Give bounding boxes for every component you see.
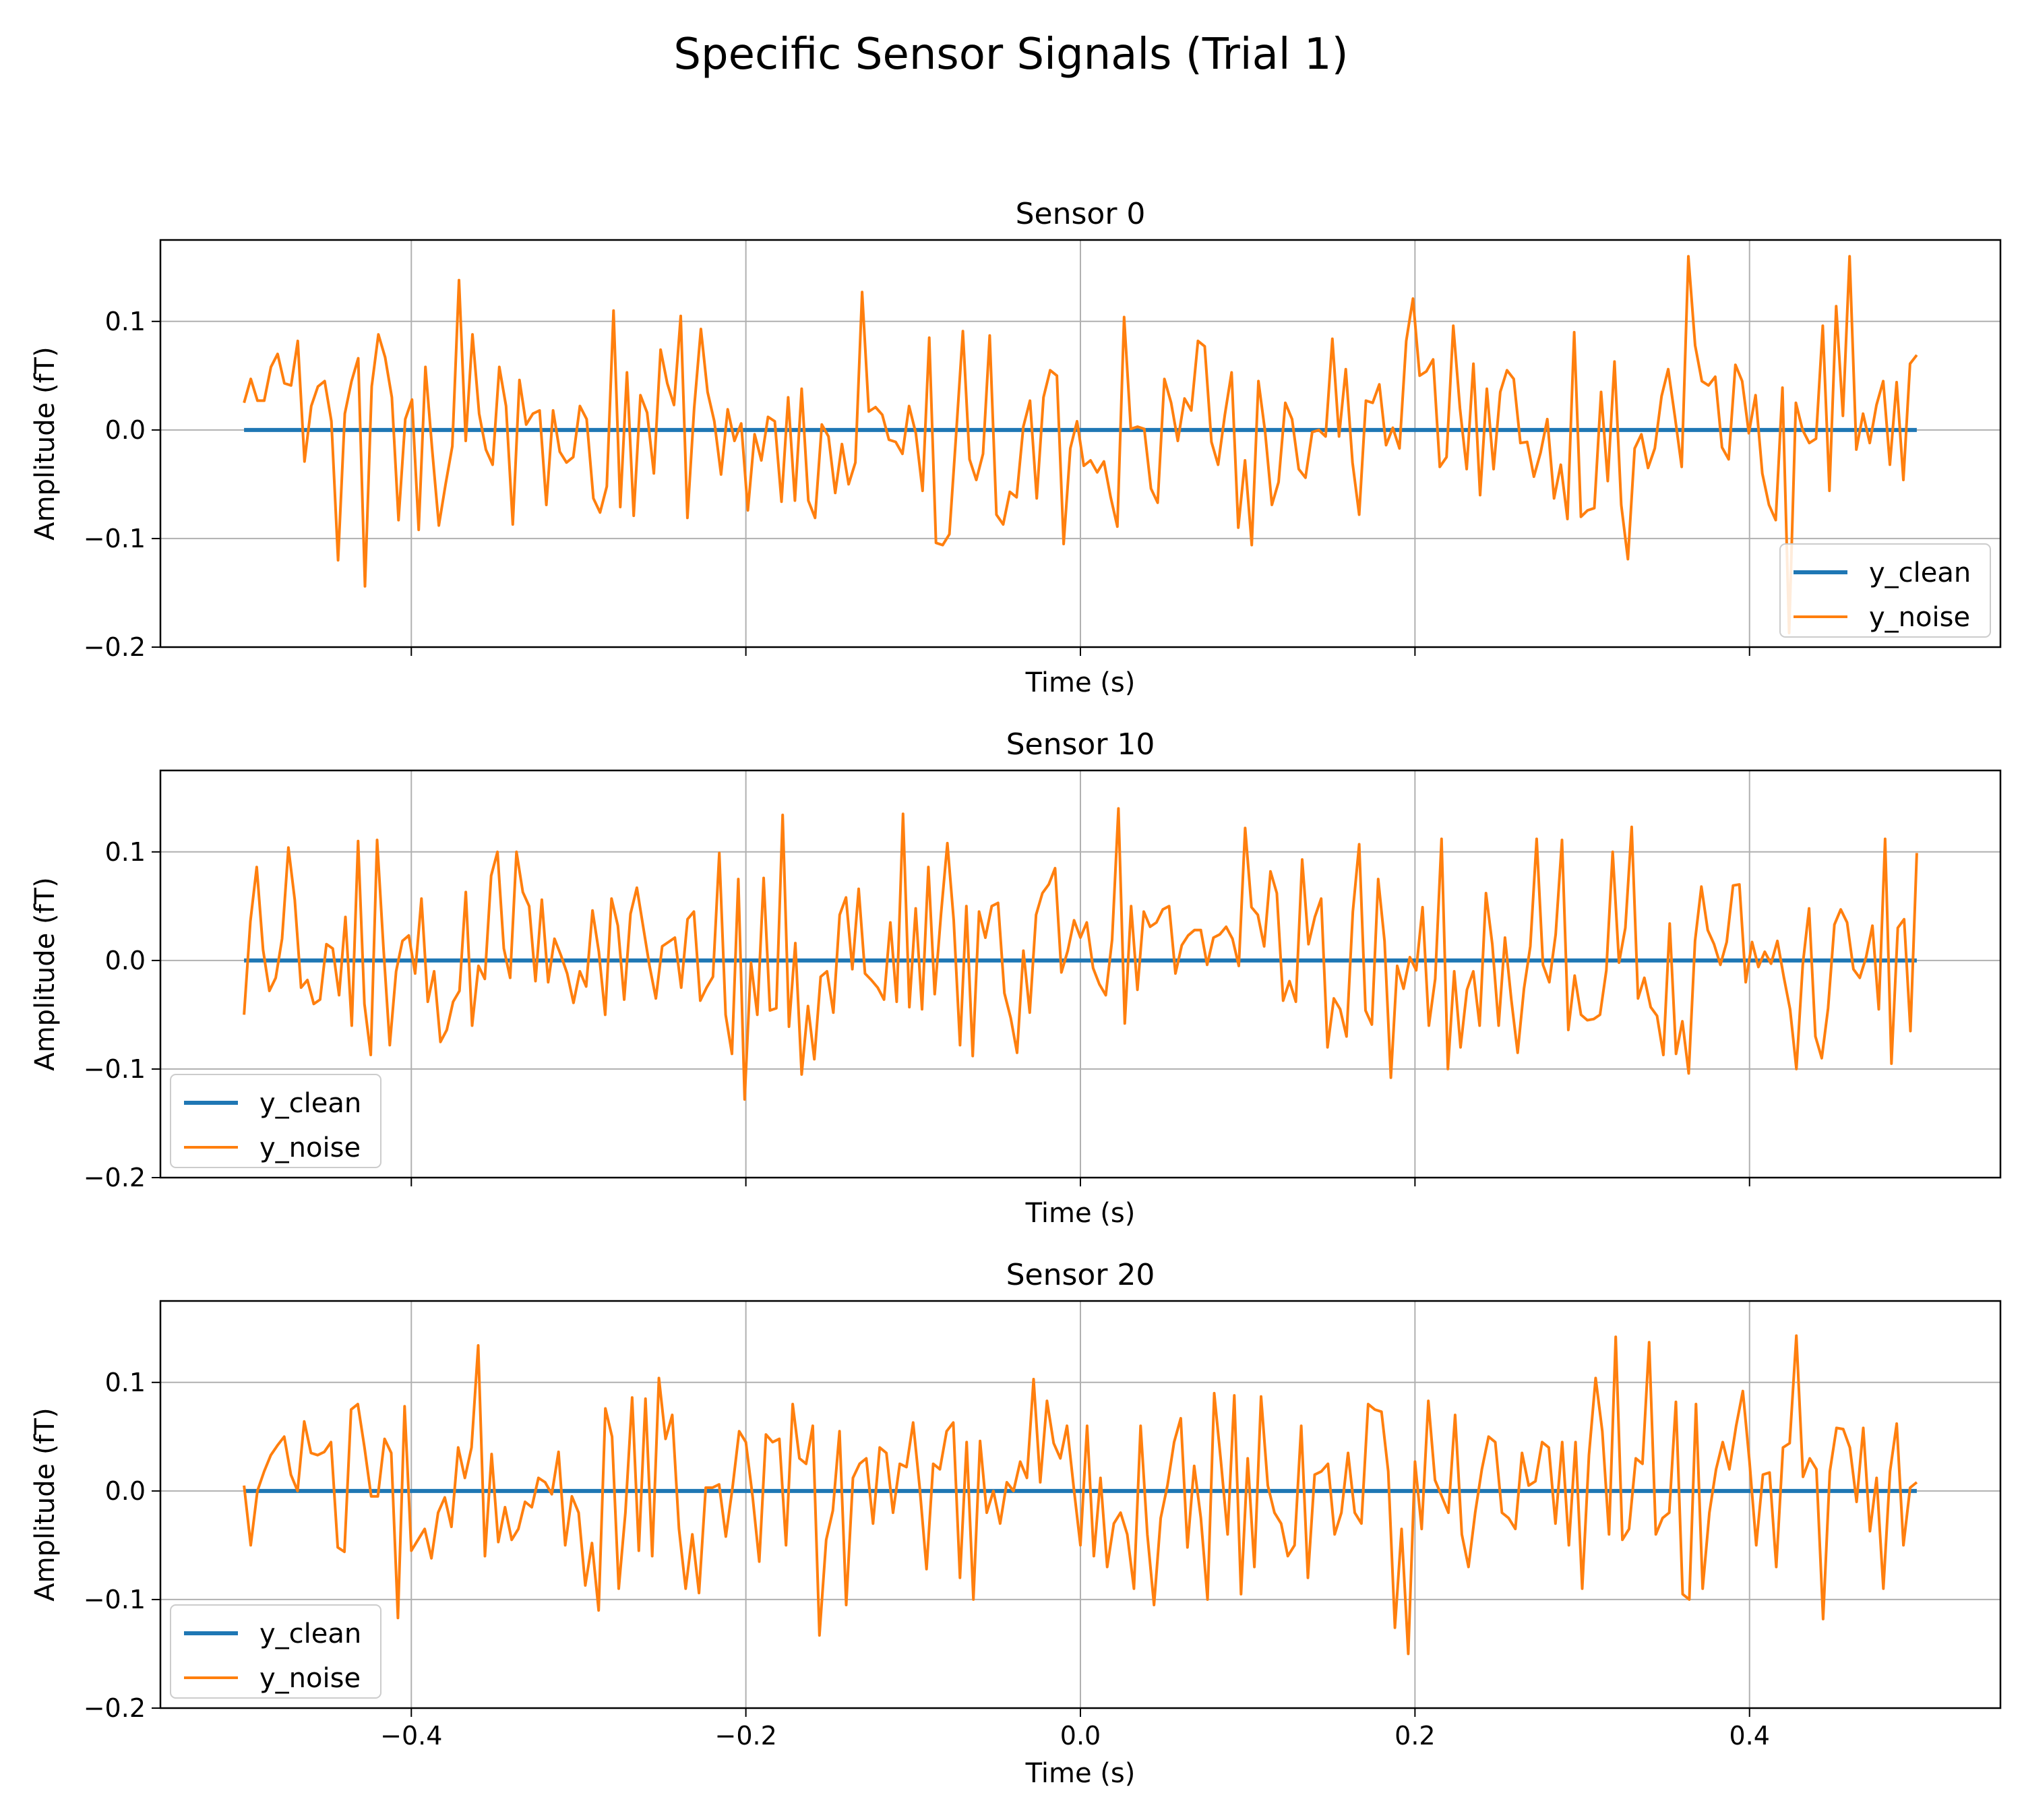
x-axis-label: Time (s) [1025,667,1136,698]
subplot-title: Sensor 20 [1006,1258,1155,1292]
y-tick-label: −0.1 [84,1054,146,1084]
series-line-y-noise [243,255,1918,635]
y-tick-label: −0.2 [84,632,146,662]
figure-suptitle: Specific Sensor Signals (Trial 1) [673,30,1348,80]
y-axis-label: Amplitude (fT) [30,877,61,1070]
legend: y_clean y_noise [1779,543,1991,638]
legend-label: y_clean [259,1618,361,1649]
x-tick-label: 0.4 [1729,1721,1770,1751]
x-axis-label: Time (s) [1025,1758,1136,1789]
y-tick-label: 0.1 [105,307,146,336]
legend-box [170,1604,381,1699]
series-line-y-noise [243,807,1918,1101]
subplot-title: Sensor 10 [1006,727,1155,762]
subplot-title: Sensor 0 [1016,197,1146,231]
legend-label: y_clean [1869,557,1971,588]
series-line-y-noise [243,1334,1918,1656]
subplot-1: Sensor 10 −0.2 −0.1 0.0 0.1 Time (s) Amplitude… [30,727,2002,1229]
subplot-0: Sensor 0 −0.2 −0.1 0.0 0.1 Time (s) Amplitude … [30,197,2002,698]
legend-label: y_noise [1869,602,1970,633]
legend-label: y_noise [259,1663,361,1694]
y-tick-label: −0.2 [84,1693,146,1723]
legend: y_clean y_noise [170,1074,381,1168]
y-tick-label: 0.0 [105,946,146,975]
legend-label: y_noise [259,1132,361,1163]
x-axis-label: Time (s) [1025,1198,1136,1229]
legend-label: y_clean [259,1088,361,1119]
legend-box [170,1074,381,1168]
y-axis-label: Amplitude (fT) [30,346,61,540]
legend-box [1779,543,1991,638]
y-tick-label: 0.1 [105,837,146,867]
y-tick-label: 0.0 [105,415,146,445]
legend: y_clean y_noise [170,1604,381,1699]
y-tick-label: −0.2 [84,1163,146,1192]
y-tick-label: −0.1 [84,524,146,553]
x-tick-label: −0.4 [380,1721,442,1751]
x-tick-label: 0.2 [1395,1721,1435,1751]
x-tick-label: 0.0 [1060,1721,1101,1751]
x-tick-label: −0.2 [714,1721,776,1751]
y-tick-label: 0.1 [105,1368,146,1397]
y-tick-label: −0.1 [84,1585,146,1614]
y-tick-label: 0.0 [105,1476,146,1506]
y-axis-label: Amplitude (fT) [30,1407,61,1601]
subplot-2: Sensor 20 −0.4 −0.2 0.0 0.2 0.4 −0.2 −0.1 0.0 0.1… [30,1258,2002,1789]
